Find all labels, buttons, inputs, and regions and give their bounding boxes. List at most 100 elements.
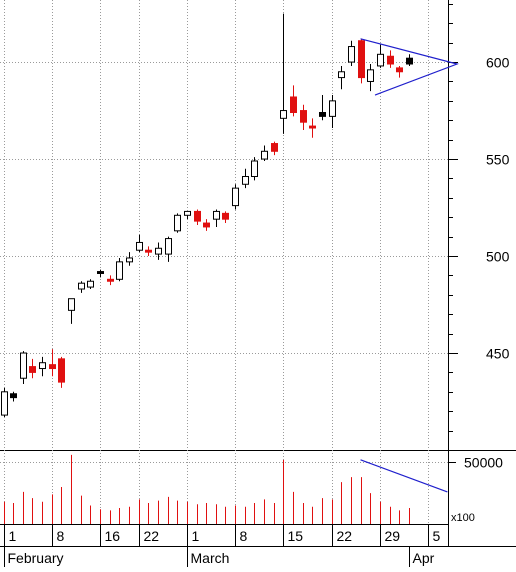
- candle-body: [1, 391, 8, 416]
- day-tick-label: 8: [57, 528, 65, 544]
- candle-body: [194, 210, 201, 222]
- volume-unit-label: x100: [451, 512, 475, 524]
- chart-frame: [0, 0, 516, 547]
- candle-body: [300, 110, 307, 123]
- candlestick: [213, 209, 220, 227]
- candlestick: [116, 257, 123, 282]
- candle-body: [377, 53, 384, 67]
- candlestick: [290, 85, 297, 117]
- candle-body: [271, 143, 278, 152]
- candle-body: [290, 96, 297, 113]
- candle-body: [406, 57, 413, 65]
- candle-body: [174, 214, 181, 232]
- candle-body: [261, 150, 268, 160]
- candlestick: [271, 141, 278, 156]
- volume-series: [4, 454, 410, 524]
- candle-body: [87, 280, 94, 288]
- candle-body: [39, 362, 46, 370]
- date-axis-labels: 1 8 16 22 1 8 15 22 29 5 February March Apr: [4, 524, 441, 567]
- candlestick: [242, 168, 249, 189]
- candle-body: [97, 271, 104, 274]
- candlestick: [406, 54, 413, 66]
- candlestick: [222, 211, 229, 224]
- candlestick: [78, 281, 85, 293]
- candlestick: [184, 210, 191, 220]
- candle-body: [387, 55, 394, 65]
- candle-body: [251, 160, 258, 178]
- day-tick-label: 15: [288, 528, 304, 544]
- day-tick-label: 22: [337, 528, 353, 544]
- candlestick: [10, 391, 17, 402]
- candlestick: [203, 219, 210, 231]
- candle-body: [242, 176, 249, 185]
- candlestick: [251, 157, 258, 181]
- candlestick: [107, 275, 114, 286]
- day-tick-label: 22: [144, 528, 160, 544]
- candle-body: [348, 46, 355, 63]
- price-tick-label: 450: [486, 346, 510, 362]
- candlestick: [377, 44, 384, 68]
- candlestick: [319, 95, 326, 121]
- candlestick: [309, 118, 316, 138]
- candle-body: [232, 187, 239, 207]
- candle-body: [358, 40, 365, 79]
- candlestick: [1, 387, 8, 418]
- candlestick: [97, 269, 104, 278]
- candlestick: [145, 246, 152, 257]
- candlestick: [358, 38, 365, 84]
- candle-body: [165, 238, 172, 255]
- candle-body: [184, 210, 191, 216]
- candle-body: [68, 298, 75, 311]
- candlestick: [29, 358, 36, 379]
- candle-body: [155, 247, 162, 255]
- month-tick-label: March: [191, 550, 230, 566]
- candle-body: [10, 393, 17, 399]
- candle-body: [58, 358, 65, 383]
- candlestick: [20, 351, 27, 385]
- candle-body: [309, 125, 316, 129]
- trend-annotations: [360, 38, 460, 493]
- price-tick-label: 550: [486, 152, 510, 168]
- triangle-pattern-line: [360, 38, 460, 96]
- candlestick: [126, 252, 133, 266]
- candlestick: [348, 40, 355, 66]
- candle-body: [145, 249, 152, 253]
- volume-tick-label: 50000: [464, 455, 503, 471]
- candlestick: [396, 65, 403, 78]
- candle-body: [329, 100, 336, 117]
- candlestick: [329, 95, 336, 129]
- candle-body: [126, 257, 133, 263]
- candle-body: [338, 71, 345, 79]
- day-tick-label: 29: [385, 528, 401, 544]
- price-tick-label: 500: [486, 249, 510, 265]
- candle-body: [29, 366, 36, 373]
- day-tick-label: 5: [433, 528, 441, 544]
- candlestick: [58, 356, 65, 388]
- candlestick: [387, 50, 394, 68]
- candle-body: [78, 282, 85, 290]
- candle-body: [213, 210, 220, 220]
- candle-body: [396, 67, 403, 73]
- candlestick: [68, 298, 75, 324]
- candlestick: [261, 145, 268, 161]
- candle-body: [49, 364, 56, 370]
- candle-body: [367, 69, 374, 82]
- month-tick-label: February: [8, 550, 64, 566]
- day-tick-label: 1: [192, 528, 200, 544]
- price-tick-label: 600: [486, 55, 510, 71]
- candlestick: [174, 213, 181, 233]
- volume-trend-line: [360, 459, 448, 493]
- candlestick: [165, 236, 172, 262]
- candle-body: [222, 212, 229, 220]
- price-axis-labels: 450 500 550 600: [486, 55, 510, 362]
- candlestick: [155, 242, 162, 260]
- volume-axis-labels: 50000 x100: [451, 455, 503, 525]
- candlestick: [232, 184, 239, 210]
- candlestick: [338, 65, 345, 90]
- day-tick-label: 8: [240, 528, 248, 544]
- candle-body: [116, 261, 123, 280]
- candlestick: [194, 209, 201, 225]
- candlestick: [136, 234, 143, 253]
